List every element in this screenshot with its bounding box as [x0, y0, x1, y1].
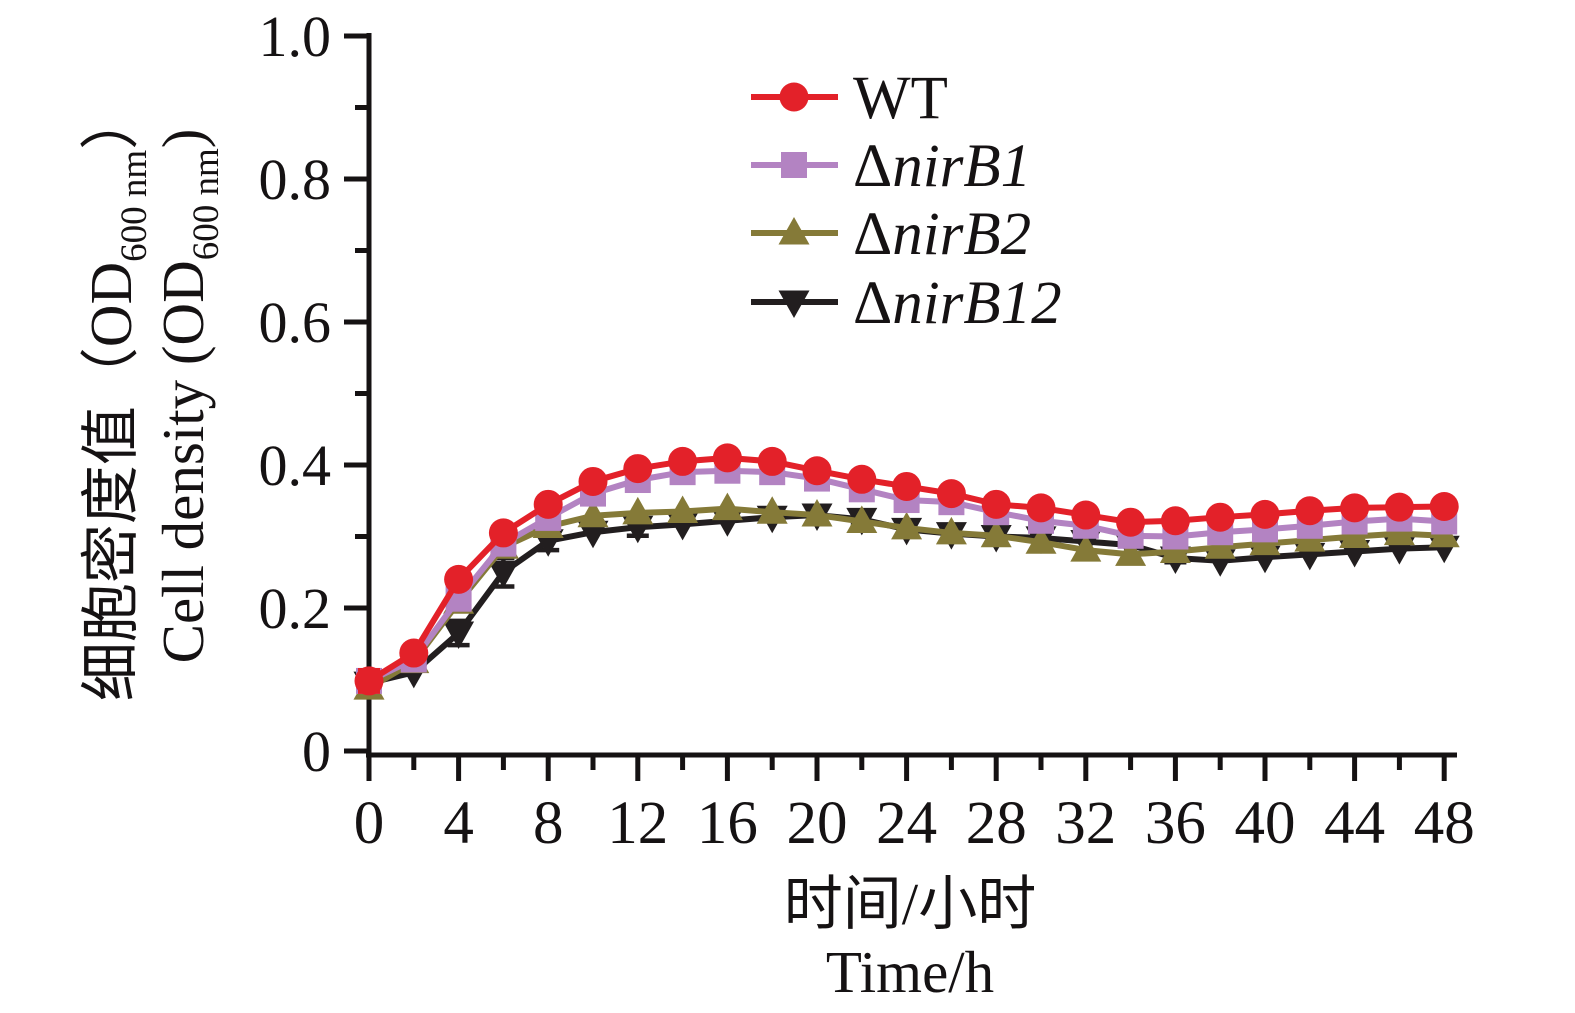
- y-tick-label: 1.0: [259, 4, 332, 69]
- y-axis-title-zh-text: 细胞密度值（OD: [78, 262, 144, 701]
- data-point-marker: [577, 520, 609, 549]
- data-point-marker: [443, 621, 475, 650]
- legend-entry-nirB12: ΔnirB12: [751, 270, 1062, 337]
- data-point-marker: [778, 290, 810, 318]
- legend-label-WT: WT: [853, 65, 948, 132]
- data-point-marker: [846, 505, 878, 533]
- data-point-marker: [623, 454, 653, 484]
- y-tick-label: 0.6: [259, 290, 332, 355]
- data-point-marker: [802, 456, 832, 486]
- data-point-marker: [801, 499, 833, 527]
- x-tick-label: 48: [1414, 790, 1475, 857]
- legend-label-gene: nirB2: [892, 201, 1031, 268]
- legend-entry-WT: WT: [751, 65, 948, 132]
- y-axis-title-en: Cell density (OD600 nm): [150, 129, 227, 664]
- legend-entry-nirB1: ΔnirB1: [751, 133, 1031, 200]
- data-point-marker: [936, 479, 966, 509]
- legend-label-gene: nirB1: [892, 133, 1031, 200]
- x-tick-label: 40: [1235, 790, 1296, 857]
- data-point-marker: [756, 496, 788, 524]
- legend-label-prefix: Δ: [853, 201, 892, 268]
- data-point-marker: [622, 496, 654, 525]
- data-point-marker: [444, 564, 474, 594]
- data-point-marker: [1205, 502, 1235, 532]
- data-point-marker: [711, 492, 743, 521]
- x-tick-label: 44: [1324, 790, 1385, 857]
- x-tick-label: 0: [354, 790, 385, 857]
- x-axis-title-zh: 时间/小时: [784, 871, 1036, 937]
- data-point-marker: [1070, 534, 1102, 562]
- x-tick-label: 16: [697, 790, 758, 857]
- data-point-marker: [667, 495, 699, 523]
- data-point-marker: [1160, 506, 1190, 536]
- x-tick-label: 32: [1055, 790, 1116, 857]
- data-point-marker: [1115, 538, 1147, 566]
- data-point-marker: [1250, 499, 1280, 529]
- y-tick-label: 0.4: [259, 433, 332, 498]
- x-tick-label: 28: [966, 790, 1027, 857]
- y-axis-title-zh-subscript: 600 nm: [114, 150, 155, 262]
- data-point-marker: [1384, 492, 1414, 522]
- x-tick-label: 4: [443, 790, 474, 857]
- data-point-marker: [577, 499, 609, 528]
- legend-label-nirB2: ΔnirB2: [853, 201, 1031, 268]
- legend-label-nirB12: ΔnirB12: [853, 270, 1062, 337]
- data-point-marker: [668, 446, 698, 476]
- data-point-marker: [712, 443, 742, 473]
- y-axis-title-zh-closing: ）: [78, 91, 144, 150]
- x-tick-label: 8: [533, 790, 564, 857]
- data-point-marker: [578, 466, 608, 496]
- data-point-marker: [892, 471, 922, 501]
- y-axis-title-en-closing: ): [150, 129, 216, 149]
- series-WT: [354, 443, 1459, 696]
- data-point-marker: [1295, 496, 1325, 526]
- data-point-marker: [399, 638, 429, 668]
- data-point-marker: [778, 217, 810, 245]
- data-point-marker: [1429, 491, 1459, 521]
- data-point-marker: [980, 519, 1012, 548]
- axes: [344, 33, 1457, 781]
- y-axis-title-zh: 细胞密度值（OD600 nm）: [78, 91, 155, 701]
- legend-entry-nirB2: ΔnirB2: [751, 201, 1031, 268]
- data-point-marker: [1116, 507, 1146, 537]
- y-axis-title-en-text: Cell density (OD: [150, 260, 216, 663]
- data-point-marker: [1026, 493, 1056, 523]
- x-tick-label: 24: [876, 790, 937, 857]
- data-point-marker: [1025, 526, 1057, 554]
- legend-label-nirB1: ΔnirB1: [853, 133, 1031, 200]
- data-point-marker: [354, 666, 384, 696]
- data-point-marker: [781, 152, 807, 178]
- x-tick-label: 20: [787, 790, 848, 857]
- legend-label-gene: nirB12: [892, 270, 1061, 337]
- legend-label-prefix: Δ: [853, 133, 892, 200]
- data-point-marker: [1340, 493, 1370, 523]
- series-layer: [353, 443, 1460, 700]
- legend-label-prefix: WT: [853, 65, 948, 132]
- x-tick-label: 36: [1145, 790, 1206, 857]
- y-axis-title-en-subscript: 600 nm: [186, 148, 227, 260]
- data-point-marker: [935, 516, 967, 545]
- data-point-marker: [981, 489, 1011, 519]
- y-tick-label: 0: [302, 719, 331, 784]
- data-point-marker: [533, 489, 563, 519]
- x-tick-label: 12: [607, 790, 668, 857]
- y-tick-label: 0.2: [259, 576, 332, 641]
- data-point-marker: [847, 464, 877, 494]
- legend-label-prefix: Δ: [853, 270, 892, 337]
- data-point-marker: [779, 82, 809, 112]
- data-point-marker: [487, 560, 519, 589]
- y-tick-label: 0.8: [259, 147, 332, 212]
- data-point-marker: [488, 518, 518, 548]
- data-point-marker: [757, 446, 787, 476]
- x-axis-title-en: Time/h: [826, 939, 994, 1005]
- data-point-marker: [891, 511, 923, 540]
- data-point-marker: [1071, 500, 1101, 530]
